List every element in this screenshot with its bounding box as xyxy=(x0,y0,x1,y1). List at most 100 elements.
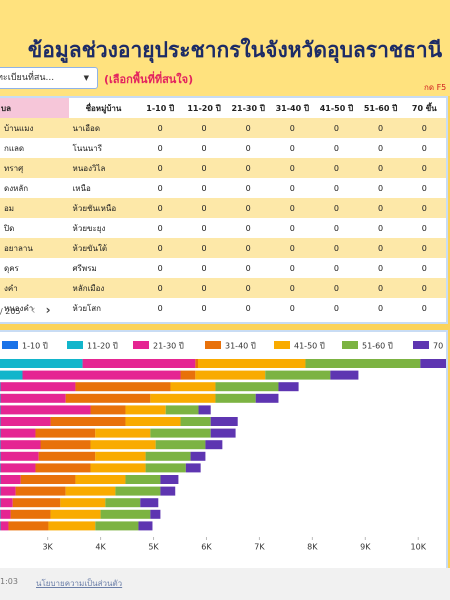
bar-segment xyxy=(205,440,223,450)
table-cell: 0 xyxy=(157,303,163,313)
table-cell: 0 xyxy=(157,223,163,233)
bar-segment xyxy=(145,451,191,461)
x-tick-label: 6K xyxy=(201,543,212,552)
table-cell: 0 xyxy=(182,278,227,298)
dropdown-text: ทะเบียนที่สน... xyxy=(0,73,55,83)
table-cell: 0 xyxy=(421,303,427,313)
bar-segment xyxy=(180,370,196,380)
bar-segment xyxy=(160,486,176,496)
column-header: บล xyxy=(0,98,69,118)
table-cell: เหนือ xyxy=(72,183,91,193)
bar-segment xyxy=(420,359,446,368)
table-row: อม ห้วยชันเหนือ 0 0 0 0 0 0 0 xyxy=(0,198,446,218)
bar-segment xyxy=(0,393,66,403)
table-cell: 0 xyxy=(182,158,227,178)
table-cell: 0 xyxy=(226,278,271,298)
bar-segment xyxy=(195,370,266,380)
table-cell: 0 xyxy=(270,198,315,218)
dropdown[interactable]: ทะเบียนที่สน... ▼ xyxy=(0,67,98,89)
table-cell: 0 xyxy=(358,278,403,298)
bar-segment xyxy=(90,463,146,473)
bar-segment xyxy=(0,382,1,392)
bar-segment xyxy=(215,382,279,392)
table-cell: 0 xyxy=(378,303,384,313)
bar-segment xyxy=(0,509,1,519)
table-cell: 0 xyxy=(333,143,339,153)
bar-segment xyxy=(35,428,96,438)
bar-segment xyxy=(0,370,23,380)
table-cell: โนนนารี xyxy=(72,143,103,153)
table-cell: 0 xyxy=(333,223,339,233)
table-cell: 0 xyxy=(402,278,446,298)
table-cell: หนองวิไล xyxy=(68,158,139,178)
column-header: 41-50 ปี xyxy=(319,103,354,113)
table-cell: 0 xyxy=(333,183,339,193)
table: บล ชื่อหมู่บ้าน 1-10 ปี 11-20 ปี 21-30 ปี 31-… xyxy=(0,98,446,318)
bar-segment xyxy=(0,521,9,531)
table-cell: 0 xyxy=(270,238,315,258)
title: ข้อมูลช่วงอายุประชากรในจังหวัดอุบลราชธาน… xyxy=(27,38,443,62)
table-cell: ห้วยขะยุง xyxy=(72,223,106,233)
bar-segment xyxy=(125,405,166,415)
table-cell: ห้วยชันเหนือ xyxy=(68,198,139,218)
bar-segment xyxy=(138,521,153,531)
bar-segment xyxy=(0,440,41,450)
table-cell: 0 xyxy=(378,223,384,233)
table-cell: 0 xyxy=(226,158,271,178)
table-cell: 0 xyxy=(289,223,295,233)
legend-label: 51-60 ปี xyxy=(362,342,393,351)
bar-segment xyxy=(198,405,211,415)
bar-segment xyxy=(50,417,126,426)
bar-segment xyxy=(140,498,159,508)
bar-segment xyxy=(0,451,39,461)
bar-segment xyxy=(105,498,141,508)
bar-segment xyxy=(195,359,198,368)
bar-segment xyxy=(15,486,66,496)
bar-segment xyxy=(0,405,1,415)
table-cell: 0 xyxy=(314,158,359,178)
privacy-link[interactable]: นโยบายความเป็นส่วนตัว xyxy=(36,579,123,588)
bar-segment xyxy=(100,509,151,519)
prev-page[interactable]: ‹ xyxy=(30,303,36,317)
legend-swatch xyxy=(2,341,18,349)
legend-label: 21-30 ปี xyxy=(153,342,184,351)
table-cell: อยาลาน xyxy=(0,238,69,258)
table-cell: อม xyxy=(0,198,69,218)
bar-segment xyxy=(145,463,186,473)
bar-segment xyxy=(0,475,1,484)
bar-segment xyxy=(95,521,139,531)
table-cell: 0 xyxy=(314,238,359,258)
table-cell: 0 xyxy=(201,183,207,193)
table-row: ดงหลัก เหนือ 0 0 0 0 0 0 0 xyxy=(0,178,446,198)
x-tick-label: 3K xyxy=(42,543,53,552)
footer: 1:03 นโยบายความเป็นส่วนตัว xyxy=(0,568,450,600)
bar-segment xyxy=(150,393,216,403)
table-cell: 0 xyxy=(289,263,295,273)
bar-segment xyxy=(170,382,216,392)
table-panel: บล ชื่อหมู่บ้าน 1-10 ปี 11-20 ปี 21-30 ปี 31-… xyxy=(0,96,448,324)
table-cell: งคำ xyxy=(0,278,69,298)
table-cell: 0 xyxy=(270,158,315,178)
table-cell: ศรีพรม xyxy=(72,263,97,273)
table-cell: 0 xyxy=(314,118,359,138)
bar-segment xyxy=(210,428,236,438)
table-cell: 0 xyxy=(226,238,271,258)
table-cell: 0 xyxy=(270,278,315,298)
bar-segment xyxy=(50,509,101,519)
bar-segment xyxy=(155,440,206,450)
bar-segment xyxy=(0,463,1,473)
legend-swatch xyxy=(342,341,358,349)
bar-segment xyxy=(0,440,1,450)
next-page[interactable]: › xyxy=(45,303,51,317)
header: ข้อมูลช่วงอายุประชากรในจังหวัดอุบลราชธาน… xyxy=(0,0,450,96)
bar-segment xyxy=(0,451,1,461)
table-cell: 0 xyxy=(314,198,359,218)
bar-segment xyxy=(8,521,49,531)
bar-segment xyxy=(12,498,61,508)
bar-segment xyxy=(150,428,211,438)
bar-segment xyxy=(40,440,91,450)
bar-segment xyxy=(255,393,279,403)
table-cell: 0 xyxy=(378,143,384,153)
table-cell: ห้วยโสก xyxy=(72,303,102,313)
bar-segment xyxy=(10,509,51,519)
